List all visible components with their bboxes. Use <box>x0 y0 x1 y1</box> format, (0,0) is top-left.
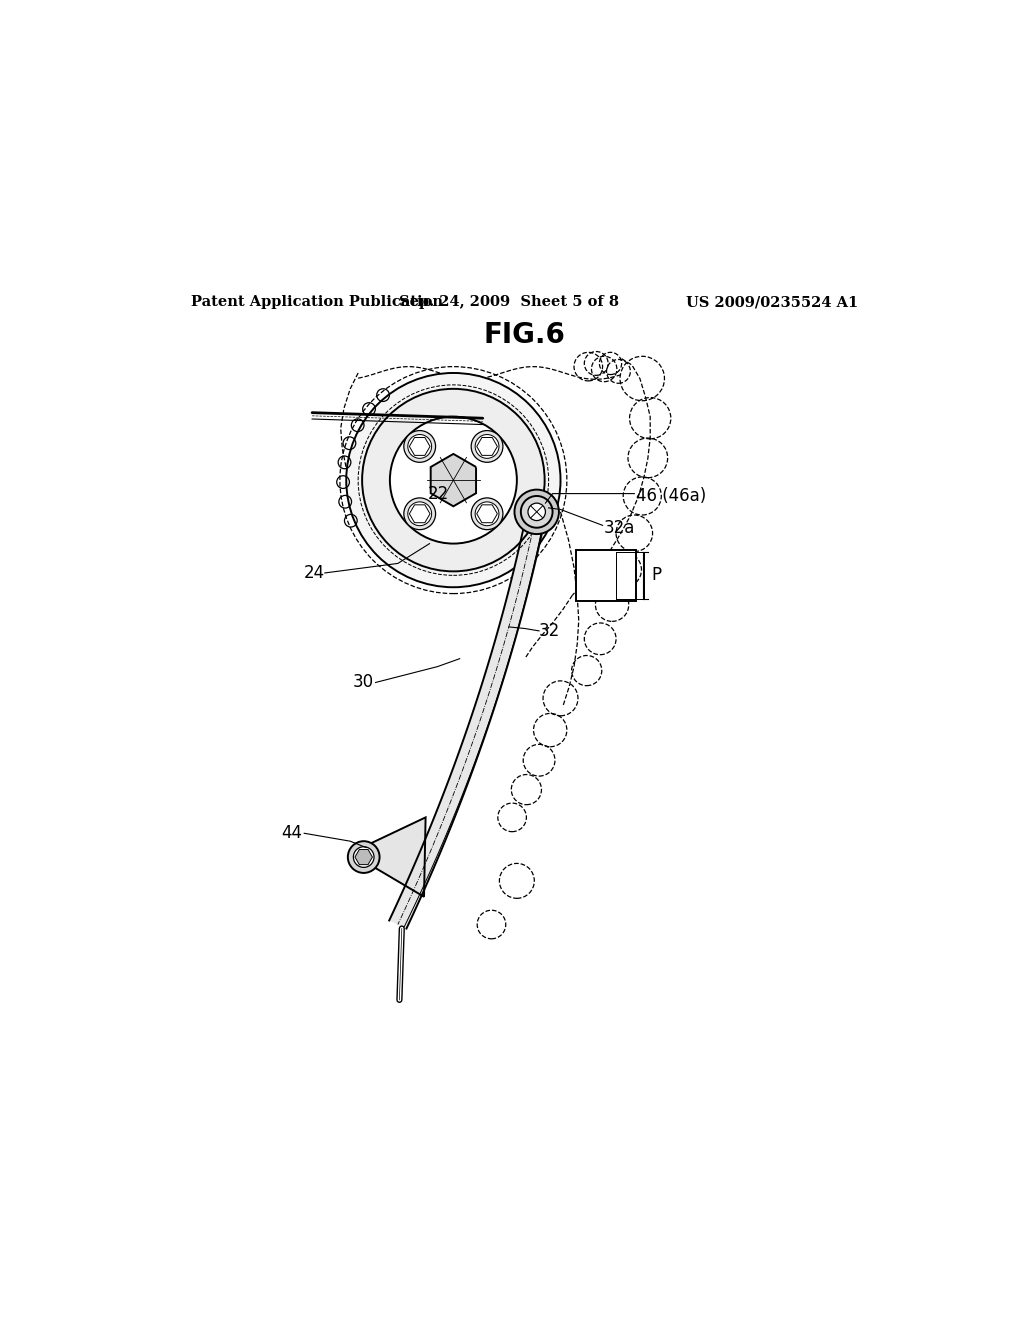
Circle shape <box>346 374 560 587</box>
Circle shape <box>403 430 435 462</box>
Text: Sep. 24, 2009  Sheet 5 of 8: Sep. 24, 2009 Sheet 5 of 8 <box>399 296 618 309</box>
Circle shape <box>521 496 553 528</box>
Text: 32: 32 <box>539 622 560 640</box>
Circle shape <box>475 434 499 458</box>
Circle shape <box>348 841 380 873</box>
Text: 46 (46a): 46 (46a) <box>636 487 707 506</box>
Circle shape <box>408 502 431 525</box>
Circle shape <box>390 417 517 544</box>
Circle shape <box>528 503 546 520</box>
Bar <box>577 549 636 601</box>
Text: FIG.6: FIG.6 <box>484 321 565 350</box>
Polygon shape <box>431 454 476 507</box>
Circle shape <box>403 498 435 529</box>
Circle shape <box>353 846 374 867</box>
Text: 22: 22 <box>428 484 450 503</box>
Circle shape <box>408 434 431 458</box>
Circle shape <box>475 502 499 525</box>
Text: US 2009/0235524 A1: US 2009/0235524 A1 <box>686 296 858 309</box>
Polygon shape <box>350 817 426 896</box>
Circle shape <box>514 490 559 535</box>
Text: Patent Application Publication: Patent Application Publication <box>191 296 443 309</box>
Text: 32a: 32a <box>604 519 636 537</box>
Circle shape <box>471 498 503 529</box>
Text: 24: 24 <box>304 564 325 582</box>
Polygon shape <box>355 850 373 865</box>
Polygon shape <box>389 510 546 928</box>
Text: 44: 44 <box>282 824 303 842</box>
Text: P: P <box>652 566 662 585</box>
Circle shape <box>471 430 503 462</box>
Text: 30: 30 <box>353 673 374 692</box>
Circle shape <box>362 389 545 572</box>
